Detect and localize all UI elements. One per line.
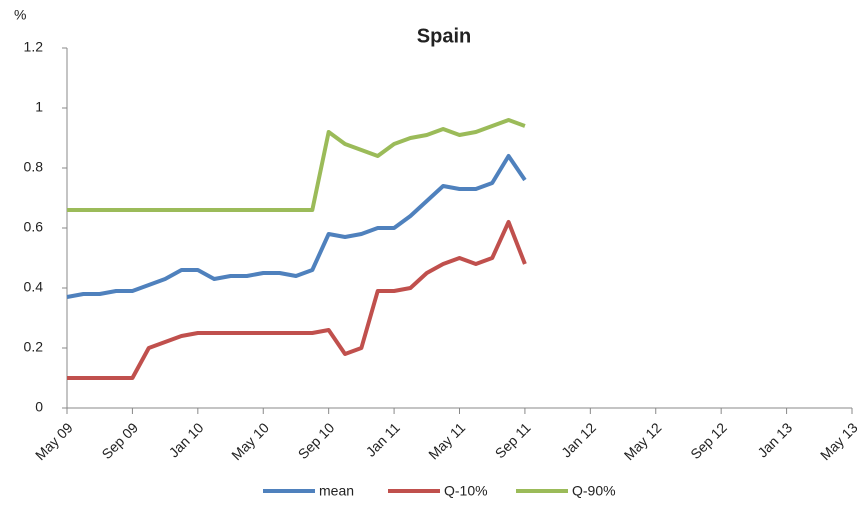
x-tick-label: Jan 12 (558, 419, 599, 460)
x-tick-label: May 09 (32, 419, 76, 463)
x-tick-label: Sep 11 (492, 419, 534, 461)
y-tick-label: 0.6 (24, 219, 44, 235)
x-tick-label: Sep 09 (98, 419, 141, 462)
series-line (66, 154, 527, 299)
x-tick-label: Sep 10 (295, 419, 338, 462)
y-tick-label: 0.4 (24, 279, 44, 295)
x-tick-label: May 11 (425, 419, 468, 462)
x-tick-label: May 13 (817, 419, 857, 463)
y-tick-label: 1 (35, 99, 43, 115)
legend-label: Q-90% (572, 483, 616, 499)
x-tick-label: Jan 10 (166, 419, 207, 460)
x-tick-label: May 10 (228, 419, 272, 463)
y-tick-label: 0.2 (24, 339, 44, 355)
legend-label: Q-10% (444, 483, 488, 499)
y-tick-label: 0.8 (24, 159, 44, 175)
y-tick-label: 0 (35, 399, 43, 415)
chart-title: Spain (417, 25, 471, 47)
legend-label: mean (319, 483, 354, 499)
x-tick-label: Sep 12 (687, 419, 730, 462)
x-tick-label: May 12 (621, 419, 665, 463)
series-line (67, 220, 527, 380)
series-line (67, 118, 526, 212)
y-axis-unit: % (14, 7, 26, 23)
x-tick-label: Jan 13 (754, 419, 795, 460)
y-tick-label: 1.2 (24, 39, 44, 55)
x-tick-label: Jan 11 (363, 419, 403, 459)
